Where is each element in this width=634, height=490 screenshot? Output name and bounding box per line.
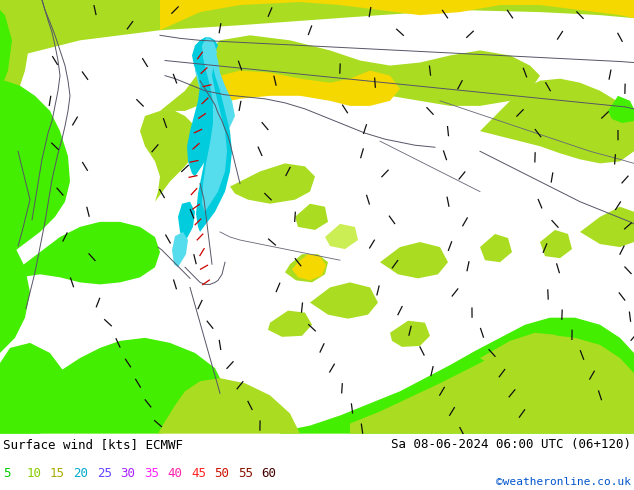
Text: 30: 30 [120,467,136,480]
Polygon shape [580,207,634,247]
Polygon shape [0,237,30,353]
Polygon shape [160,35,540,111]
Polygon shape [187,38,222,176]
Polygon shape [380,242,448,278]
Text: 10: 10 [27,467,41,480]
Polygon shape [0,343,70,434]
Polygon shape [0,222,160,288]
Polygon shape [325,224,358,249]
Polygon shape [310,282,378,318]
Text: 15: 15 [50,467,65,480]
Polygon shape [0,338,225,434]
Polygon shape [480,79,634,163]
Polygon shape [285,254,328,282]
Polygon shape [608,96,634,123]
Polygon shape [295,204,328,230]
Text: 5: 5 [3,467,11,480]
Polygon shape [178,202,195,242]
Text: 40: 40 [167,467,183,480]
Text: 60: 60 [261,467,276,480]
Polygon shape [480,333,565,375]
Polygon shape [172,232,188,267]
Polygon shape [202,38,227,212]
Polygon shape [140,111,200,202]
Polygon shape [0,0,634,60]
Polygon shape [350,335,634,434]
Polygon shape [480,234,512,262]
Polygon shape [292,254,326,280]
Text: 35: 35 [144,467,159,480]
Polygon shape [280,318,634,434]
Polygon shape [0,10,12,91]
Polygon shape [390,320,430,347]
Text: Surface wind [kts] ECMWF: Surface wind [kts] ECMWF [3,438,183,451]
Polygon shape [195,46,235,161]
Text: 50: 50 [214,467,230,480]
Polygon shape [268,311,312,337]
Polygon shape [200,71,400,106]
Polygon shape [0,5,30,121]
Text: 20: 20 [74,467,89,480]
Text: 25: 25 [97,467,112,480]
Text: 55: 55 [238,467,253,480]
Polygon shape [0,81,70,262]
Text: Sa 08-06-2024 06:00 UTC (06+120): Sa 08-06-2024 06:00 UTC (06+120) [391,438,631,451]
Polygon shape [230,163,315,204]
Polygon shape [196,37,232,232]
Polygon shape [150,378,300,434]
Text: ©weatheronline.co.uk: ©weatheronline.co.uk [496,477,631,487]
Text: 45: 45 [191,467,206,480]
Polygon shape [160,0,634,30]
Polygon shape [540,230,572,258]
